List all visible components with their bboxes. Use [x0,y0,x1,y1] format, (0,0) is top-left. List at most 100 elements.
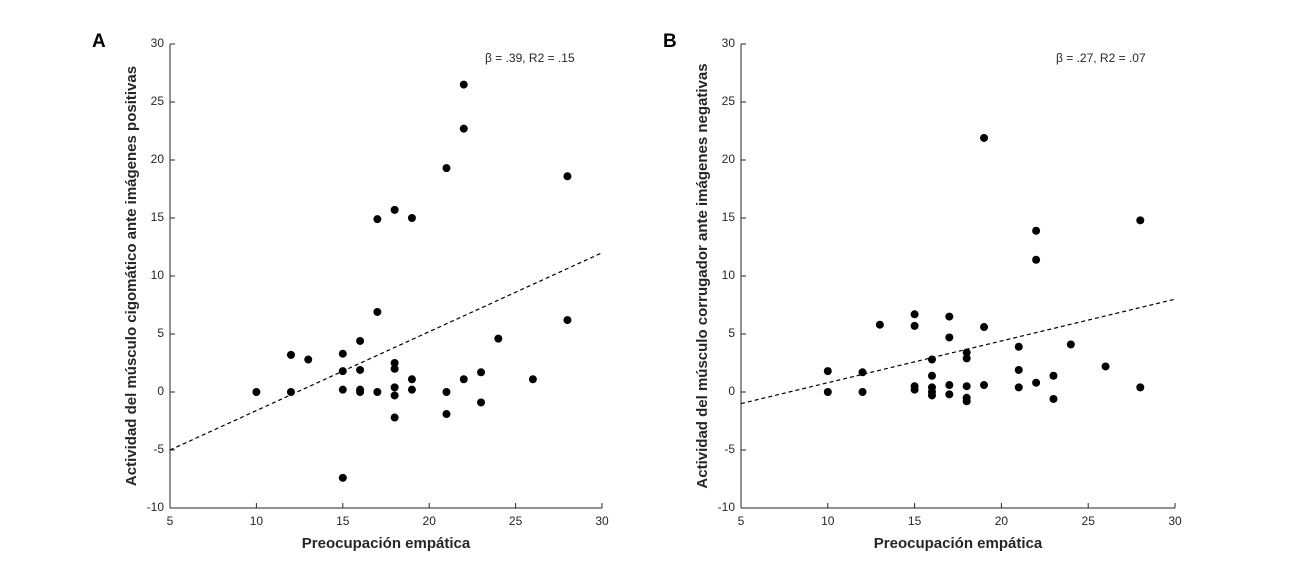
point [823,388,832,396]
point [407,385,416,394]
point [390,364,399,373]
point [1032,255,1041,264]
trend-line [169,252,603,451]
point [390,391,399,400]
point [945,333,954,342]
point [980,323,989,332]
x-axis-label: Preocupación empática [874,535,1043,552]
point [980,381,989,390]
x-tick-label: 20 [423,514,437,528]
point [373,307,382,316]
point [962,382,971,391]
y-tick-label: 30 [722,36,736,50]
y-tick-label: 25 [151,94,165,108]
y-tick-label: 10 [722,268,736,282]
x-tick-label: 10 [821,514,835,528]
y-tick-label: 20 [722,152,736,166]
point [1014,365,1023,374]
point [1049,371,1058,380]
point [927,355,936,364]
point [459,80,468,89]
point [390,413,399,422]
x-tick-label: 5 [167,514,174,528]
x-tick-label: 10 [250,514,264,528]
point [1101,362,1110,371]
point [1136,216,1145,225]
x-tick-label: 15 [908,514,922,528]
panel-label: A [92,31,106,52]
point [338,473,347,482]
y-tick-label: -10 [718,500,736,514]
y-tick-label: 20 [151,152,165,166]
point [980,133,989,142]
x-axis-label: Preocupación empática [302,535,471,552]
point [1032,378,1041,387]
point [442,388,451,396]
point [373,388,382,396]
trend-line [740,298,1176,405]
point [407,375,416,384]
point [390,359,399,367]
point [477,398,486,407]
point [945,381,954,390]
point [390,383,399,392]
point [442,164,451,173]
point [563,172,572,181]
x-tick-label: 30 [595,514,609,528]
y-tick-label: 0 [728,384,735,398]
point [910,310,919,319]
y-tick-label: 5 [157,326,164,340]
y-tick-label: 0 [157,384,164,398]
point [563,316,572,325]
point [927,371,936,380]
point [528,375,537,384]
point [858,368,867,377]
point [962,354,971,363]
point [1014,342,1023,351]
point [252,388,261,396]
point [286,388,295,396]
point [338,367,347,376]
point [494,334,503,343]
point [910,321,919,330]
point [338,349,347,358]
point [962,348,971,357]
point [373,215,382,224]
point [858,388,867,396]
point [945,312,954,321]
annotation: β = .27, R2 = .07 [1056,51,1146,65]
point [407,214,416,222]
x-tick-label: 25 [1082,514,1096,528]
y-tick-label: -5 [724,442,735,456]
point [356,365,365,374]
point [286,350,295,359]
point [945,390,954,399]
point [1136,383,1145,392]
x-tick-label: 5 [738,514,745,528]
point [875,320,884,329]
point [927,391,936,400]
y-axis-label: Actividad del músculo corrugador ante im… [694,63,711,488]
point [304,355,313,364]
point [459,124,468,133]
point [477,368,486,377]
point [1066,340,1075,349]
y-tick-label: -5 [153,442,164,456]
annotation: β = .39, R2 = .15 [485,51,575,65]
point [962,397,971,406]
y-tick-label: 10 [151,268,165,282]
y-axis-label: Actividad del músculo cigomático ante im… [123,66,140,486]
point [1014,383,1023,392]
y-tick-label: 30 [151,36,165,50]
y-tick-label: 25 [722,94,736,108]
y-tick-label: -10 [147,500,165,514]
point [1049,394,1058,403]
point [356,388,365,396]
point [823,367,832,376]
x-tick-label: 25 [509,514,523,528]
point [338,385,347,394]
point [910,385,919,394]
y-tick-label: 15 [722,210,736,224]
